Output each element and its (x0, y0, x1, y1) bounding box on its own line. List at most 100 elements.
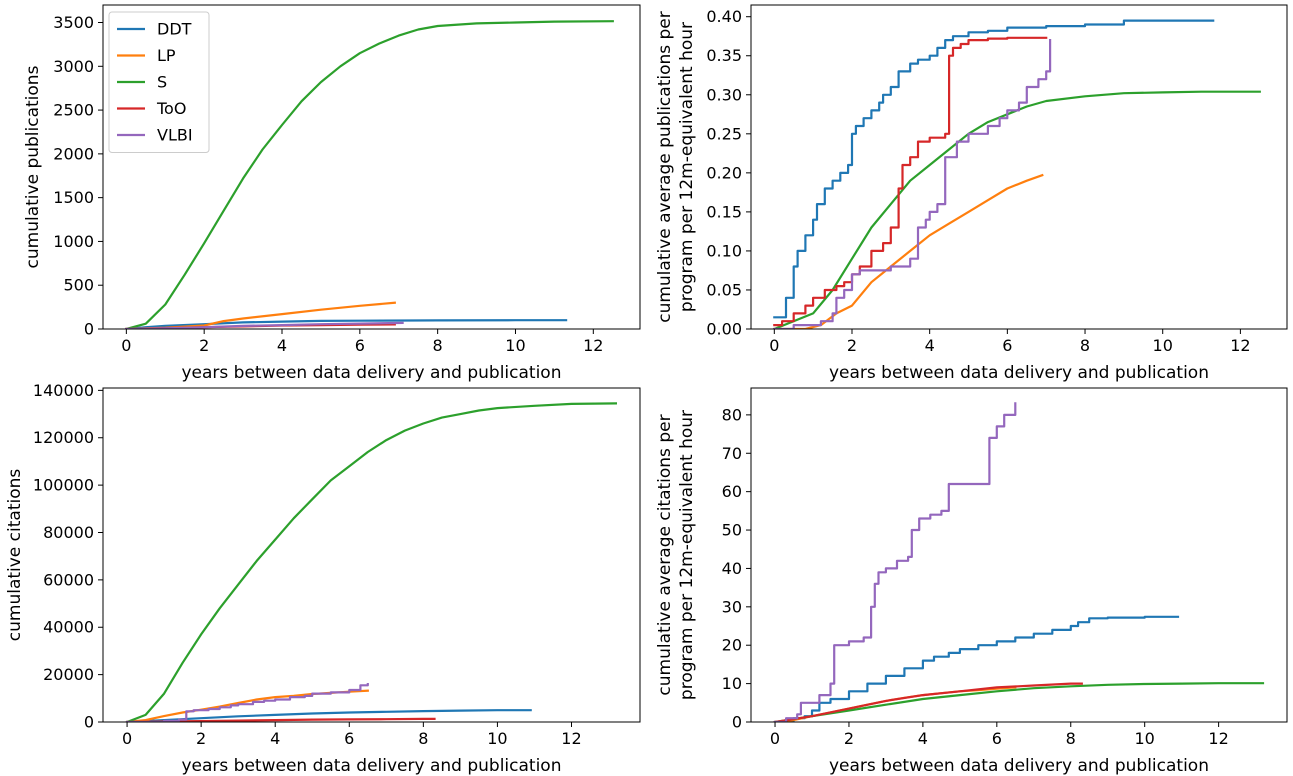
series-line-ddt (125, 319, 568, 329)
y-tick-label: 80000 (43, 523, 94, 542)
x-tick-label: 4 (270, 729, 280, 748)
chart-panel-1: 0 2 4 6 8 10 12 0 500 1000 1500 2000 2500 3000 3500 yea… (23, 4, 641, 383)
legend-box (108, 11, 210, 153)
y-tick-label: 0.10 (706, 241, 742, 260)
x-tick-label: 0 (770, 729, 780, 748)
legend-label-ddt: DDT (157, 20, 192, 39)
y-tick-label: 80 (722, 405, 742, 424)
y-tick-label: 20 (722, 636, 742, 655)
series-line-lp (773, 173, 1044, 329)
y-tick-label: 100000 (33, 476, 94, 495)
x-axis-label: years between data delivery and publicat… (829, 363, 1209, 383)
y-tick-label: 1000 (53, 232, 94, 251)
x-tick-label: 8 (433, 336, 443, 355)
series-line-s (125, 402, 618, 722)
legend-label-too: ToO (156, 99, 186, 118)
series-line-ddt (773, 19, 1215, 319)
x-tick-label: 2 (196, 729, 206, 748)
x-tick-label: 10 (487, 729, 507, 748)
series-line-s (773, 682, 1265, 722)
y-tick-label: 2000 (53, 144, 94, 163)
y-tick-label: 0.05 (706, 280, 742, 299)
series-line-vlbi (773, 39, 1052, 329)
series-line-too (773, 682, 1083, 722)
x-axis-label: years between data delivery and publicat… (182, 756, 562, 776)
y-tick-label: 0 (732, 713, 742, 732)
x-tick-label: 8 (1066, 729, 1076, 748)
x-tick-label: 2 (199, 336, 209, 355)
legend: DDT LP S ToO VLBI (108, 11, 210, 153)
series-line-s (124, 20, 614, 329)
y-tick-label: 0 (84, 320, 94, 339)
y-axis-label: cumulative average citations per (655, 414, 675, 695)
x-tick-label: 12 (1208, 729, 1228, 748)
y-tick-label: 40000 (43, 618, 94, 637)
x-tick-label: 12 (1230, 336, 1250, 355)
axes-frame (102, 387, 641, 723)
x-tick-label: 10 (1153, 336, 1173, 355)
y-tick-label: 10 (722, 674, 742, 693)
series-line-s (772, 90, 1261, 329)
y-tick-label: 3000 (53, 57, 94, 76)
y-tick-label: 0.40 (706, 7, 742, 26)
y-tick-label: 0 (84, 713, 94, 732)
y-tick-label: 2500 (53, 101, 94, 120)
y-tick-label: 0.30 (706, 85, 742, 104)
y-tick-label: 0.15 (706, 202, 742, 221)
y-tick-label: 140000 (33, 381, 94, 400)
chart-panel-4: 0 2 4 6 8 10 12 0 10 20 30 40 50 60 70 80 years between … (655, 387, 1288, 776)
series-line-too (125, 717, 436, 722)
x-tick-label: 12 (561, 729, 581, 748)
x-tick-label: 0 (121, 336, 131, 355)
series-group (124, 20, 614, 329)
y-tick-label: 3500 (53, 13, 94, 32)
series-line-vlbi (125, 321, 404, 329)
y-tick-label: 1500 (53, 188, 94, 207)
x-tick-label: 0 (122, 729, 132, 748)
y-axis-label: cumulative average publications per (655, 11, 675, 323)
series-group (772, 19, 1261, 329)
y-tick-label: 120000 (33, 428, 94, 447)
legend-label-vlbi: VLBI (157, 126, 193, 145)
y-tick-label: 0.35 (706, 46, 742, 65)
axes-frame (750, 387, 1288, 723)
y-tick-label: 60 (722, 482, 742, 501)
series-line-ddt (125, 709, 532, 722)
y-tick-label: 0.25 (706, 124, 742, 143)
series-line-vlbi (126, 683, 369, 722)
x-axis-label: years between data delivery and publicat… (829, 756, 1209, 776)
x-tick-label: 6 (344, 729, 354, 748)
x-tick-label: 12 (583, 336, 603, 355)
x-tick-label: 6 (992, 729, 1002, 748)
legend-label-lp: LP (157, 46, 176, 65)
y-axis-label: cumulative publications (23, 65, 43, 268)
y-axis-label: program per 12m-equivalent hour (677, 410, 697, 700)
y-axis-label: cumulative citations (5, 469, 25, 642)
x-tick-label: 2 (844, 729, 854, 748)
legend-label-s: S (157, 73, 167, 92)
series-line-vlbi (773, 402, 1017, 722)
y-tick-label: 40 (722, 559, 742, 578)
x-tick-label: 2 (847, 336, 857, 355)
x-axis-label: years between data delivery and publicat… (182, 363, 562, 383)
y-tick-label: 30 (722, 597, 742, 616)
y-tick-label: 0.00 (706, 320, 742, 339)
y-tick-label: 0.20 (706, 163, 742, 182)
series-group (125, 402, 618, 722)
y-tick-label: 20000 (43, 665, 94, 684)
series-group (773, 402, 1265, 722)
x-tick-label: 10 (505, 336, 525, 355)
y-tick-label: 500 (63, 276, 94, 295)
x-tick-label: 0 (769, 336, 779, 355)
chart-panel-2: 0 2 4 6 8 10 12 0.00 0.05 0.10 0.15 0.20 0.25 0.30 0.3… (655, 4, 1288, 383)
y-axis-label: program per 12m-equivalent hour (677, 22, 697, 312)
x-tick-label: 4 (918, 729, 928, 748)
x-tick-label: 10 (1135, 729, 1155, 748)
axes-frame (750, 4, 1288, 330)
y-tick-label: 50 (722, 521, 742, 540)
x-tick-label: 4 (277, 336, 287, 355)
y-tick-label: 70 (722, 444, 742, 463)
x-tick-label: 4 (925, 336, 935, 355)
x-tick-label: 8 (418, 729, 428, 748)
